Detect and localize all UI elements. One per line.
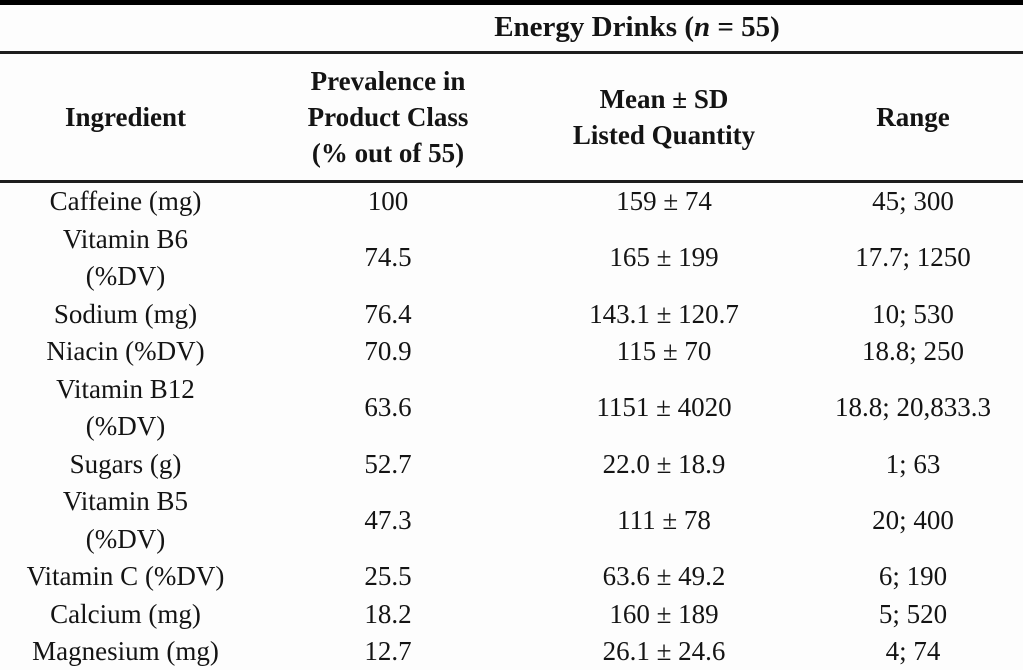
spanner-row: Energy Drinks (n = 55)	[0, 2, 1023, 54]
column-header-row: Ingredient Prevalence in Product Class (…	[0, 52, 1023, 183]
cell-ingredient: Vitamin C (%DV)	[26, 561, 225, 591]
col-header-ingredient: Ingredient	[0, 52, 251, 183]
cell-prevalence: 70.9	[364, 336, 412, 366]
cell-mean-sd: 63.6 ± 49.2	[602, 561, 726, 591]
cell-range: 18.8; 20,833.3	[835, 392, 992, 423]
cell-prevalence: 63.6	[364, 392, 412, 423]
cell-range: 6; 190	[878, 561, 948, 591]
cell-range: 20; 400	[872, 504, 954, 535]
cell-mean-sd: 143.1 ± 120.7	[589, 298, 739, 329]
cell-prevalence: 52.7	[364, 448, 412, 479]
spanner-empty-cell	[0, 2, 251, 54]
cell-mean-sd: 165 ± 199	[609, 242, 719, 273]
cell-prevalence: 47.3	[364, 504, 412, 535]
cell-mean-sd: 159 ± 74	[616, 186, 712, 216]
cell-range: 5; 520	[878, 598, 948, 629]
cell-ingredient: Vitamin B6 (%DV)	[62, 223, 189, 292]
table-row: Vitamin B12 (%DV) 63.6 1151 ± 4020 18.8; 20…	[0, 371, 1023, 446]
cell-range: 45; 300	[872, 186, 954, 216]
cell-range: 18.8; 250	[862, 336, 965, 366]
table-row: Calcium (mg) 18.2 160 ± 189 5; 520	[0, 596, 1023, 634]
col-header-prevalence: Prevalence in Product Class (% out of 55…	[251, 52, 525, 183]
table-body: Caffeine (mg) 100 159 ± 74 45; 300 Vitamin B…	[0, 182, 1023, 670]
cell-mean-sd: 160 ± 189	[609, 598, 719, 629]
cell-ingredient: Sugars (g)	[69, 448, 182, 479]
table-row: Vitamin B6 (%DV) 74.5 165 ± 199 17.7; 1250	[0, 221, 1023, 296]
cell-mean-sd: 115 ± 70	[616, 336, 712, 366]
cell-range: 17.7; 1250	[855, 242, 971, 273]
cell-ingredient: Calcium (mg)	[50, 598, 201, 629]
cell-mean-sd: 26.1 ± 24.6	[602, 636, 726, 666]
cell-ingredient: Niacin (%DV)	[46, 336, 205, 366]
table-row: Sugars (g) 52.7 22.0 ± 18.9 1; 63	[0, 446, 1023, 484]
table-row: Magnesium (mg) 12.7 26.1 ± 24.6 4; 74	[0, 633, 1023, 670]
cell-ingredient: Sodium (mg)	[53, 298, 198, 329]
cell-ingredient: Vitamin B5 (%DV)	[62, 486, 189, 554]
cell-ingredient: Caffeine (mg)	[49, 186, 202, 216]
group-title-n-symbol: n	[693, 11, 711, 44]
col-header-range: Range	[803, 52, 1023, 183]
col-header-mean-sd: Mean ± SD Listed Quantity	[525, 52, 803, 183]
table-group-title: Energy Drinks (n = 55)	[251, 2, 1023, 54]
cell-mean-sd: 22.0 ± 18.9	[602, 448, 726, 479]
cell-prevalence: 18.2	[364, 598, 412, 629]
cell-range: 10; 530	[872, 298, 954, 329]
table-row: Niacin (%DV) 70.9 115 ± 70 18.8; 250	[0, 333, 1023, 371]
cell-ingredient: Magnesium (mg)	[32, 636, 219, 666]
cell-mean-sd: 111 ± 78	[617, 504, 711, 535]
table-row: Sodium (mg) 76.4 143.1 ± 120.7 10; 530	[0, 296, 1023, 334]
cell-prevalence: 12.7	[364, 636, 412, 666]
group-title-prefix: Energy Drinks (	[494, 11, 694, 44]
cell-prevalence: 76.4	[364, 298, 412, 329]
cell-range: 1; 63	[885, 448, 941, 479]
cell-prevalence: 74.5	[364, 242, 412, 273]
table-row: Vitamin C (%DV) 25.5 63.6 ± 49.2 6; 190	[0, 558, 1023, 596]
cell-range: 4; 74	[885, 636, 941, 666]
cell-prevalence: 100	[367, 186, 409, 216]
cell-mean-sd: 1151 ± 4020	[596, 392, 732, 423]
table-row: Caffeine (mg) 100 159 ± 74 45; 300	[0, 182, 1023, 221]
cell-ingredient: Vitamin B12 (%DV)	[56, 373, 195, 442]
table-row: Vitamin B5 (%DV) 47.3 111 ± 78 20; 400	[0, 483, 1023, 558]
cell-prevalence: 25.5	[364, 561, 412, 591]
group-title-suffix: = 55)	[710, 11, 780, 44]
